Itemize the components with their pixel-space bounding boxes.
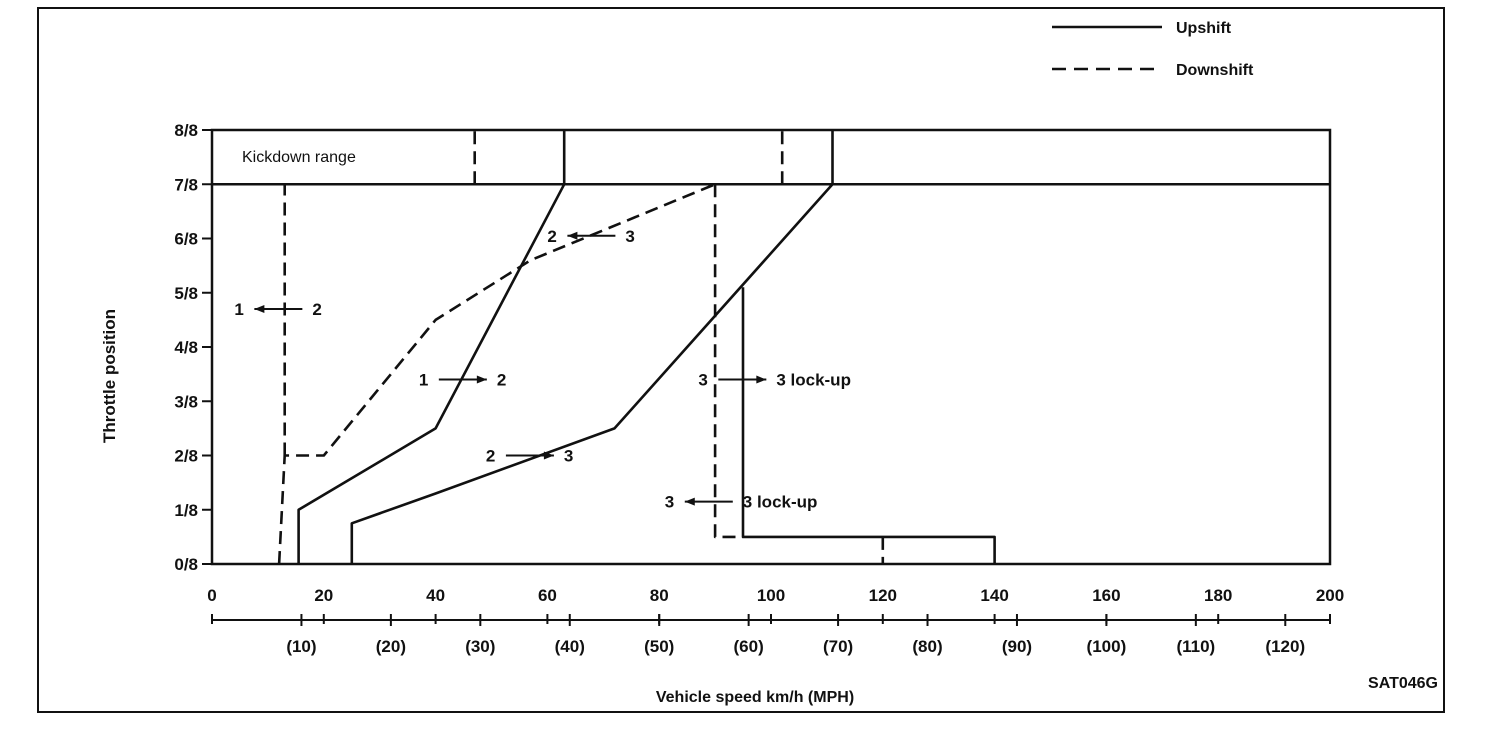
arrow-left-icon bbox=[684, 497, 695, 506]
y-tick-label: 1/8 bbox=[174, 501, 198, 520]
mph-tick-label: (70) bbox=[823, 637, 853, 656]
arrow-right-icon bbox=[476, 375, 487, 384]
x-tick-label: 200 bbox=[1316, 586, 1344, 605]
upshift-line-1 bbox=[297, 130, 566, 564]
x-tick-label: 100 bbox=[757, 586, 785, 605]
x-tick-label: 0 bbox=[207, 586, 216, 605]
y-tick-label: 0/8 bbox=[174, 555, 198, 574]
x-tick-label: 120 bbox=[869, 586, 897, 605]
legend-item-solid: Upshift bbox=[1052, 20, 1232, 37]
y-tick-label: 3/8 bbox=[174, 392, 198, 411]
arrow-left-icon bbox=[567, 231, 578, 240]
mph-tick-label: (20) bbox=[376, 637, 406, 656]
downshift-line-4 bbox=[277, 183, 716, 565]
x-axis-label: Vehicle speed km/h (MPH) bbox=[656, 689, 854, 706]
x-tick-label: 40 bbox=[426, 586, 445, 605]
mph-tick-label: (10) bbox=[286, 637, 316, 656]
mph-tick-label: (40) bbox=[555, 637, 585, 656]
x-tick-label: 80 bbox=[650, 586, 669, 605]
mph-tick-label: (100) bbox=[1087, 637, 1127, 656]
annotation-to: 3 bbox=[625, 227, 634, 246]
annotation-from: 3 bbox=[665, 493, 674, 512]
mph-tick-label: (30) bbox=[465, 637, 495, 656]
y-axis-label: Throttle position bbox=[100, 309, 119, 443]
annotation-from: 2 bbox=[486, 447, 495, 466]
upshift-line-2 bbox=[350, 130, 834, 564]
mph-tick-label: (50) bbox=[644, 637, 674, 656]
annotation-to: 3 lock-up bbox=[743, 493, 818, 512]
y-tick-label: 8/8 bbox=[174, 121, 198, 140]
x-tick-label: 20 bbox=[314, 586, 333, 605]
legend-label: Upshift bbox=[1176, 20, 1232, 37]
annotation-to: 2 bbox=[312, 300, 321, 319]
mph-tick-label: (110) bbox=[1176, 637, 1215, 656]
y-tick-label: 5/8 bbox=[174, 284, 198, 303]
upshift-line-3 bbox=[741, 287, 996, 564]
annotation-to: 3 lock-up bbox=[776, 371, 851, 390]
x-tick-label: 180 bbox=[1204, 586, 1232, 605]
mph-tick-label: (90) bbox=[1002, 637, 1032, 656]
annotation-to: 3 bbox=[564, 447, 573, 466]
annotation-from: 3 bbox=[698, 371, 707, 390]
mph-tick-label: (80) bbox=[912, 637, 942, 656]
mph-tick-label: (60) bbox=[734, 637, 764, 656]
y-tick-label: 2/8 bbox=[174, 447, 198, 466]
arrow-left-icon bbox=[254, 305, 265, 314]
x-tick-label: 160 bbox=[1092, 586, 1120, 605]
legend-item-dashed: Downshift bbox=[1052, 62, 1254, 79]
annotation-from: 1 bbox=[234, 300, 243, 319]
shift-annotation-6: 3 3 lock-up bbox=[665, 493, 818, 512]
x-tick-label: 60 bbox=[538, 586, 557, 605]
figure-code: SAT046G bbox=[1368, 675, 1438, 692]
arrow-right-icon bbox=[543, 451, 554, 460]
annotation-from: 1 bbox=[419, 371, 428, 390]
outer-frame bbox=[37, 7, 1445, 713]
y-tick-label: 4/8 bbox=[174, 338, 198, 357]
shift-annotation-5: 3 3 lock-up bbox=[698, 371, 851, 390]
kickdown-range-label: Kickdown range bbox=[242, 149, 356, 166]
mph-tick-label: (120) bbox=[1265, 637, 1305, 656]
x-tick-label: 140 bbox=[980, 586, 1008, 605]
y-tick-label: 7/8 bbox=[174, 175, 198, 194]
downshift-line-6 bbox=[713, 184, 743, 539]
annotation-from: 2 bbox=[547, 227, 556, 246]
arrow-right-icon bbox=[756, 375, 767, 384]
y-tick-label: 6/8 bbox=[174, 230, 198, 249]
legend-label: Downshift bbox=[1176, 62, 1254, 79]
annotation-to: 2 bbox=[497, 371, 506, 390]
